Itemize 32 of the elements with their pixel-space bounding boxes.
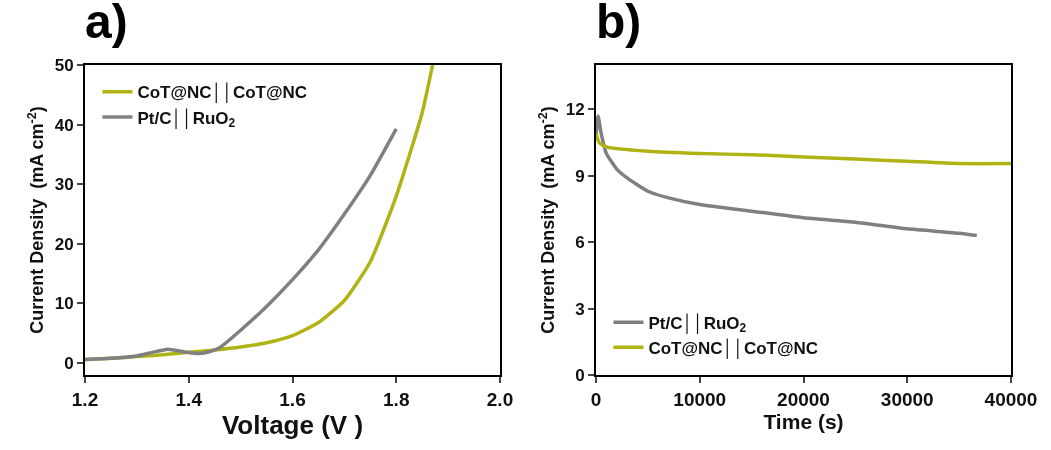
y-tick-label: 40 [54,115,74,135]
x-tick-label: 1.2 [71,388,99,410]
x-tick-label: 0 [590,388,602,410]
x-tick-label: 40000 [984,388,1038,410]
legend-label: Pt/C││RuO$_{2}$ [648,312,747,336]
x-axis-title: Voltage (V ) [221,409,364,440]
y-tick-label: 6 [575,233,585,253]
y-tick-label: 50 [54,55,74,75]
y-tick-label: 0 [64,354,74,374]
y-tick-label: 3 [575,299,585,319]
x-tick-label: 1.4 [175,388,203,410]
y-tick-label: 30 [54,175,74,195]
line-series [85,127,398,362]
line-series [596,131,1011,166]
x-tick-label: 10000 [673,388,727,410]
x-tick-label: 2.0 [486,388,514,410]
chart-title: a) [85,0,128,49]
x-tick-label: 1.6 [279,388,306,410]
line-series [596,114,979,238]
x-axis-title: Time (s) [763,410,844,434]
legend-label: Pt/C││RuO$_{2}$ [137,107,236,131]
x-tick-label: 1.8 [383,388,410,410]
y-tick-label: 9 [575,166,585,186]
y-tick-label: 0 [575,365,585,385]
y-tick-label: 20 [54,234,74,254]
x-tick-label: 30000 [880,388,934,410]
x-tick-label: 20000 [777,388,830,410]
legend-label: CoT@NC││CoT@NC [648,337,819,360]
y-tick-label: 10 [54,294,74,314]
y-tick-label: 12 [565,100,585,120]
legend-label: CoT@NC││CoT@NC [137,82,308,105]
chart-title: b) [596,0,642,49]
